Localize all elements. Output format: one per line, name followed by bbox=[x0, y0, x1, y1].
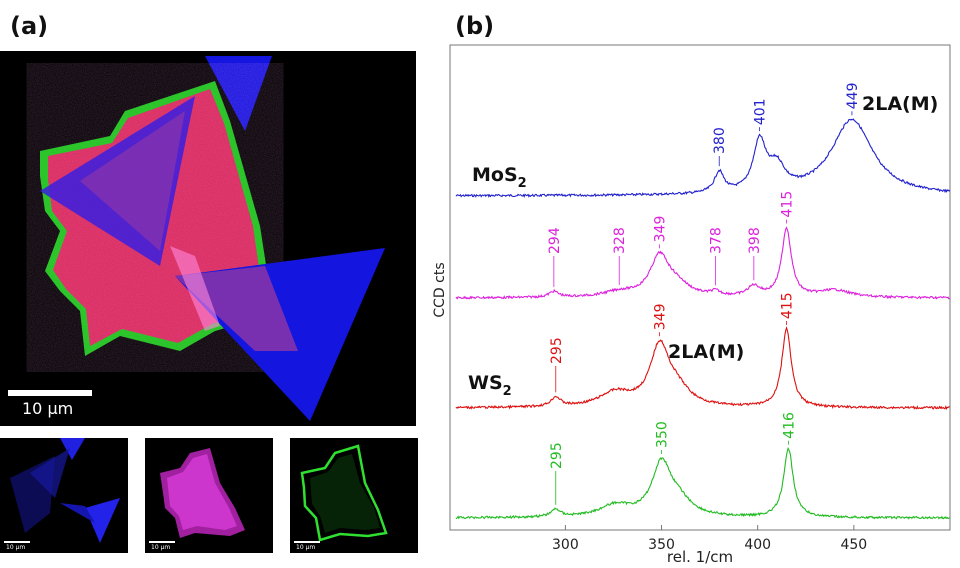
mos2-channel-map: 10 µm bbox=[0, 438, 128, 553]
small-scale-label: 10 µm bbox=[151, 544, 171, 551]
ws2-green-channel-map: 10 µm bbox=[290, 438, 418, 553]
small-scale-bar bbox=[294, 541, 320, 543]
peak-label: 449 bbox=[845, 82, 861, 109]
peak-label: 328 bbox=[612, 227, 628, 254]
annotation-2la-mos2: 2LA(M) bbox=[862, 93, 938, 115]
annotation-2la-ws2: 2LA(M) bbox=[668, 341, 744, 363]
x-tick-label: 400 bbox=[744, 537, 771, 553]
series-line-2 bbox=[455, 226, 950, 300]
series-line-3 bbox=[455, 326, 950, 411]
panel-b-label: (b) bbox=[455, 12, 495, 40]
ws2-green-map-image bbox=[300, 444, 388, 542]
peak-label: 380 bbox=[712, 127, 728, 154]
x-tick-label: 450 bbox=[840, 537, 867, 553]
plot-frame bbox=[449, 44, 951, 531]
small-scale-label: 10 µm bbox=[296, 544, 316, 551]
peak-label: 295 bbox=[549, 337, 565, 364]
peak-label: 295 bbox=[549, 442, 565, 469]
peak-label: 378 bbox=[708, 227, 724, 254]
x-tick-label: 300 bbox=[552, 537, 579, 553]
ws2-magenta-map-image bbox=[160, 448, 245, 538]
peak-label: 401 bbox=[753, 98, 769, 125]
series-line-4 bbox=[455, 447, 950, 520]
scale-bar bbox=[8, 390, 92, 396]
ws2-magenta-channel-map: 10 µm bbox=[145, 438, 273, 553]
panel-a-label: (a) bbox=[10, 12, 49, 40]
x-tick-label: 350 bbox=[648, 537, 675, 553]
annotations: 2LA(M) 2LA(M) MoS2 WS2 bbox=[468, 93, 938, 399]
y-axis-label: CCD cts bbox=[432, 262, 448, 317]
mos2-map-image bbox=[10, 438, 120, 543]
x-axis-label: rel. 1/cm bbox=[667, 548, 733, 566]
x-axis-ticks: 300 350 400 450 bbox=[552, 525, 867, 553]
peak-label: 349 bbox=[653, 216, 669, 243]
series-name-label: WS2 bbox=[468, 372, 512, 399]
series-name-label: MoS2 bbox=[472, 164, 527, 191]
small-scale-bar bbox=[4, 541, 30, 543]
small-scale-bar bbox=[149, 541, 175, 543]
peak-label: 294 bbox=[547, 227, 563, 254]
peak-label: 415 bbox=[780, 292, 796, 319]
small-scale-label: 10 µm bbox=[6, 544, 26, 551]
scale-bar-label: 10 µm bbox=[22, 399, 74, 418]
peak-label: 415 bbox=[780, 191, 796, 218]
peak-label: 398 bbox=[747, 227, 763, 254]
composite-image bbox=[40, 56, 385, 421]
peak-label: 416 bbox=[781, 412, 797, 439]
peak-label: 350 bbox=[655, 421, 671, 448]
series-line-1 bbox=[455, 118, 951, 198]
series-group bbox=[455, 118, 951, 520]
composite-micrograph: 10 µm bbox=[0, 51, 416, 426]
peak-labels: 380 401 449 294 328 349 378 398 415 295 349 415 295 3… bbox=[547, 82, 861, 505]
peak-label: 349 bbox=[653, 303, 669, 330]
